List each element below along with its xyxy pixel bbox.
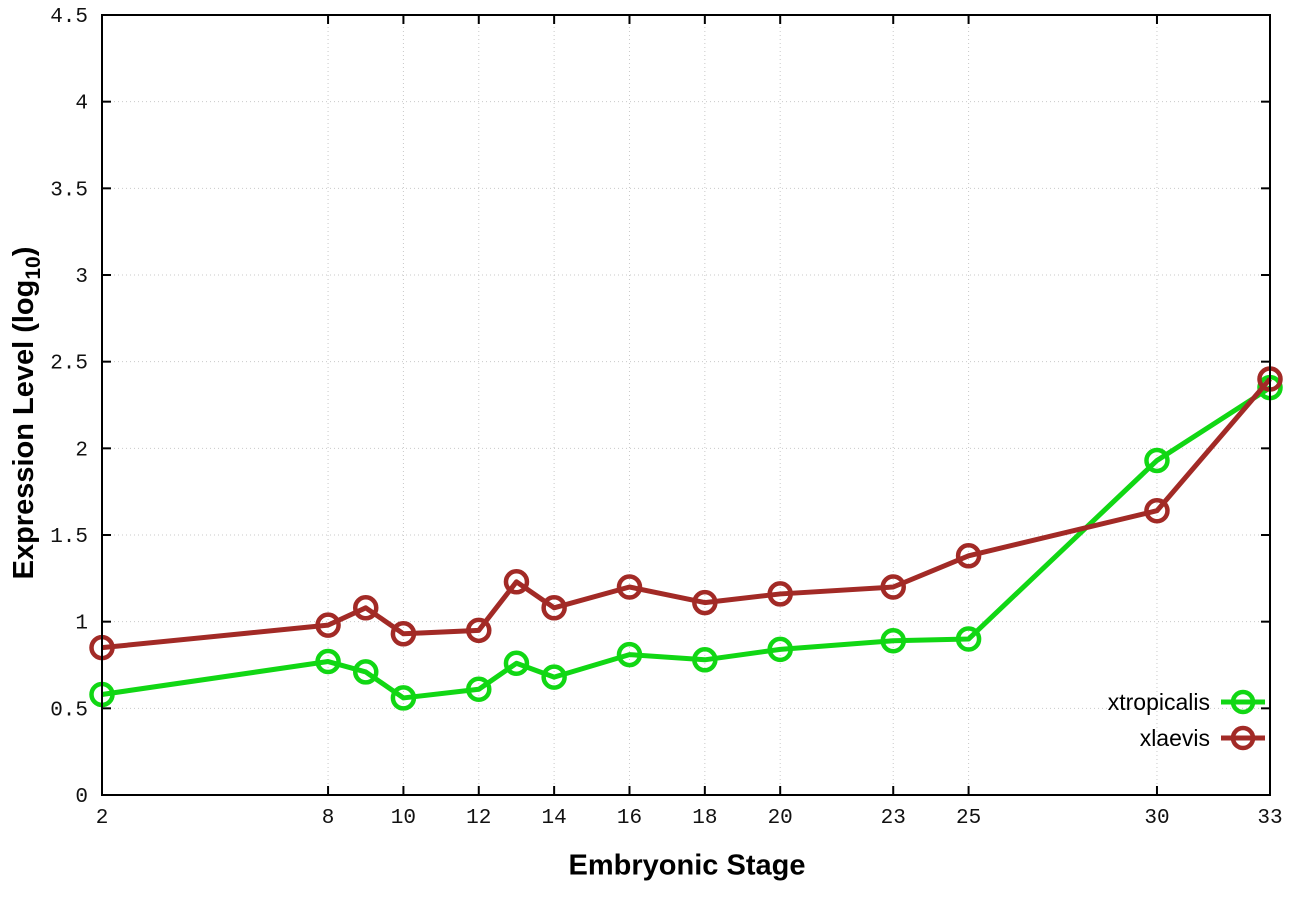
y-tick-label: 1	[75, 613, 88, 636]
x-axis-title: Embryonic Stage	[568, 849, 806, 882]
xtropicalis-marker-icon	[1221, 689, 1265, 715]
xtropicalis-point	[692, 647, 718, 673]
xlaevis-marker-icon	[1221, 725, 1265, 751]
xtropicalis-point	[503, 650, 530, 677]
legend-item-xtropicalis: xtropicalis	[1108, 684, 1266, 720]
xlaevis-point	[955, 543, 982, 569]
legend: xtropicalis xlaevis	[1108, 684, 1266, 756]
x-tick-label: 12	[466, 807, 491, 830]
plot-border	[101, 14, 1271, 796]
y-tick-label: 0	[75, 786, 88, 809]
x-tick-label: 8	[322, 807, 335, 830]
xtropicalis-point	[466, 676, 492, 703]
xtropicalis-point	[1144, 447, 1170, 474]
xtropicalis-point	[880, 627, 906, 654]
x-tick-label: 25	[956, 807, 981, 830]
x-tick-label: 23	[881, 807, 906, 830]
gridlines	[101, 14, 1271, 795]
y-tick-label: 4	[75, 93, 88, 116]
xtropicalis-point	[352, 659, 379, 685]
xtropicalis-point	[955, 626, 982, 652]
y-axis-title-text: Expression Level (log	[8, 279, 41, 580]
xlaevis-point	[352, 595, 379, 621]
y-tick-label: 4.5	[50, 6, 88, 29]
y-axis-title-close: )	[8, 246, 41, 257]
y-tick-label: 3.5	[50, 179, 88, 202]
xtropicalis-point	[616, 641, 643, 668]
y-tick-label: 0.5	[50, 699, 88, 722]
y-tick-label: 2	[75, 439, 88, 462]
legend-item-xlaevis: xlaevis	[1108, 720, 1266, 756]
xlaevis-point	[767, 581, 793, 607]
x-tick-label: 30	[1144, 807, 1169, 830]
y-tick-label: 3	[75, 266, 88, 289]
series-xtropicalis	[89, 374, 1283, 711]
xlaevis-point	[616, 574, 643, 600]
xtropicalis-point	[541, 664, 567, 690]
xlaevis-point	[880, 574, 906, 600]
y-axis-title: Expression Level (log10)	[8, 247, 46, 580]
xlaevis-point	[466, 617, 492, 644]
y-tick-label: 2.5	[50, 353, 88, 376]
x-tick-label: 16	[617, 807, 642, 830]
x-tick-label: 18	[692, 807, 717, 830]
xtropicalis-point	[390, 685, 417, 711]
xlaevis-point	[503, 569, 530, 595]
x-tick-label: 14	[542, 807, 567, 830]
xlaevis-point	[1144, 497, 1170, 524]
x-tick-label: 2	[96, 807, 109, 830]
xlaevis-point	[390, 621, 417, 647]
x-tick-label: 20	[768, 807, 793, 830]
xlaevis-point	[692, 589, 718, 616]
tick-labels: 2 8 10 12 14 16 18 20 23 25 30 33 0 0.5 1 1.5 2 2.5 3 3.5 4 4…	[50, 6, 1282, 830]
legend-label-xlaevis: xlaevis	[1139, 724, 1210, 751]
tick-marks	[101, 14, 1271, 796]
x-tick-label: 33	[1257, 807, 1282, 830]
xlaevis-point	[541, 595, 567, 621]
xtropicalis-point	[767, 636, 793, 663]
y-tick-label: 1.5	[50, 526, 88, 549]
y-axis-title-subscript: 10	[21, 256, 45, 280]
xtropicalis-point	[315, 648, 341, 675]
xlaevis-point	[315, 612, 341, 638]
legend-label-xtropicalis: xtropicalis	[1107, 688, 1210, 715]
x-tick-label: 10	[391, 807, 416, 830]
